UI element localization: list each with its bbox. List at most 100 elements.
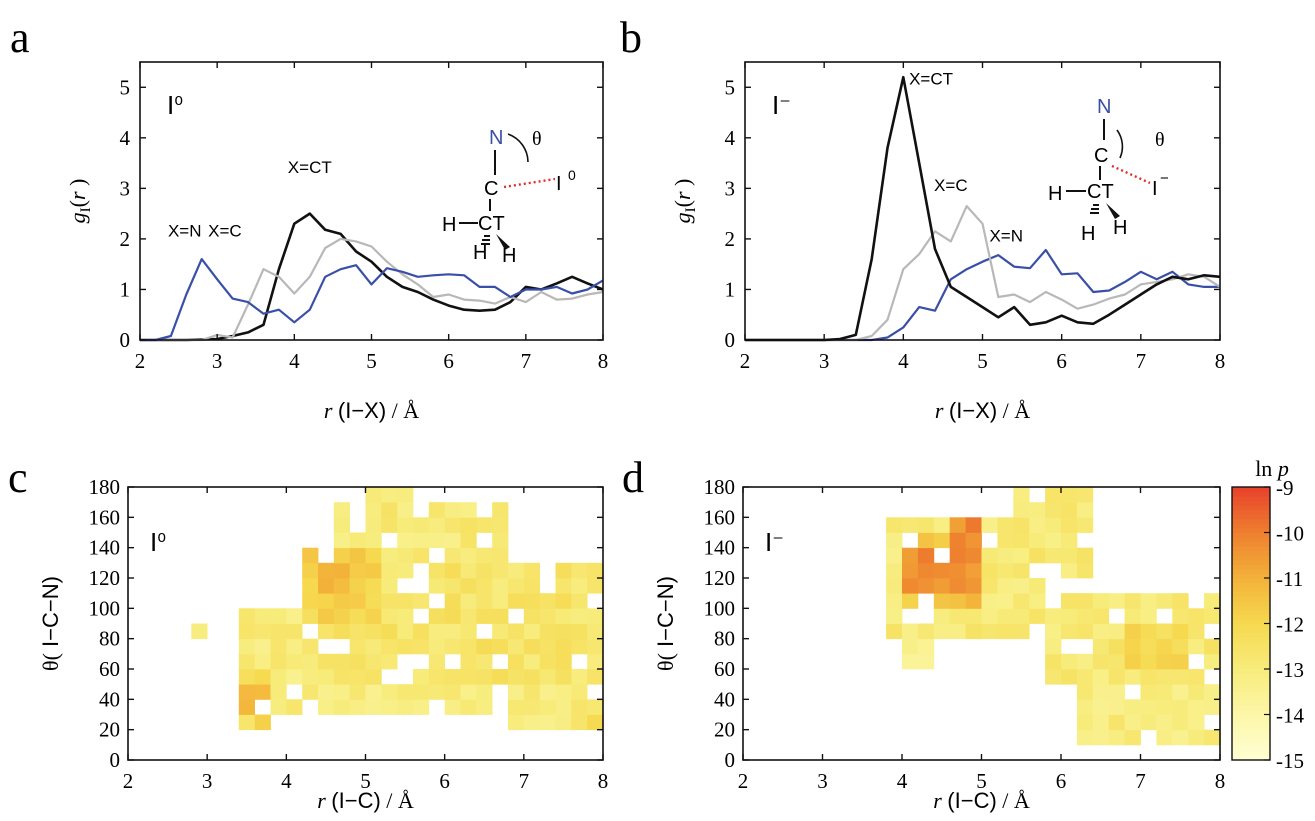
colorbar-segment <box>1232 541 1270 547</box>
heatmap-cell <box>1045 517 1062 533</box>
x-tick-label: 8 <box>598 349 609 373</box>
series-line-x-c <box>745 205 1221 342</box>
heatmap-cell <box>997 517 1014 533</box>
heatmap-cell <box>902 638 919 655</box>
heatmap-cell <box>270 699 287 715</box>
heatmap-cell <box>1045 638 1062 655</box>
y-tick-label: 0 <box>725 328 736 352</box>
heatmap-cell <box>571 714 588 731</box>
heatmap-cell <box>397 532 414 549</box>
heatmap-cell <box>555 714 572 731</box>
heatmap-cell <box>444 578 461 594</box>
heatmap-cell <box>444 638 461 655</box>
heatmap-cell <box>508 684 525 700</box>
heatmap-cell <box>333 623 350 640</box>
colorbar-segment <box>1232 655 1270 661</box>
colorbar-tick-label: -13 <box>1276 658 1304 682</box>
heatmap-cell <box>539 653 556 670</box>
heatmap-cell <box>1076 547 1094 564</box>
x-axis-label: r (I−C) / Å <box>933 788 1030 813</box>
heatmap-cell <box>949 593 966 609</box>
heatmap-cell <box>302 593 319 609</box>
heatmap-cell <box>349 608 366 624</box>
heatmap-cell <box>444 517 461 533</box>
heatmap-cell <box>1156 593 1173 609</box>
series-line-x-n <box>745 248 1220 342</box>
colorbar-segment <box>1232 755 1270 761</box>
heatmap-cell <box>238 669 255 685</box>
heatmap-cell <box>1156 638 1173 655</box>
heatmap-cell <box>1156 653 1173 670</box>
heatmap-cell <box>365 593 382 609</box>
heatmap-cell <box>1029 547 1046 564</box>
heatmap-cell <box>1061 562 1078 579</box>
heatmap-cell <box>1124 593 1141 609</box>
heatmap-cell <box>476 517 493 533</box>
heatmap-cell <box>1140 653 1157 670</box>
colorbar-segment <box>1232 546 1270 552</box>
heatmap-cell <box>1061 653 1078 670</box>
heatmap-cell <box>428 623 445 640</box>
y-axis-label: gI(r ) <box>670 179 699 224</box>
heatmap-cell <box>997 578 1014 594</box>
plot-frame <box>744 61 1221 341</box>
heatmap-cell <box>365 608 382 624</box>
heatmap-cell <box>238 608 255 624</box>
heatmap-cell <box>1140 623 1157 640</box>
heatmap-cell <box>286 623 303 640</box>
x-tick-label: 7 <box>1135 769 1146 793</box>
heatmap-cell <box>476 699 493 715</box>
series-line-x-n <box>140 258 604 342</box>
colorbar-segment <box>1232 750 1270 756</box>
heatmap-cell <box>587 638 604 655</box>
heatmap-cell <box>1124 638 1141 655</box>
heatmap-cell <box>917 653 935 670</box>
heatmap-cell <box>397 547 414 564</box>
heatmap-cell <box>587 699 604 715</box>
x-tick-label: 5 <box>360 769 371 793</box>
heatmap-cell <box>508 699 525 715</box>
heatmap-cell <box>965 547 982 564</box>
heatmap-cell <box>1029 593 1046 609</box>
heatmap-cell <box>349 578 366 594</box>
colorbar-segment <box>1232 691 1270 697</box>
heatmap-cell <box>333 608 350 624</box>
heatmap-cell <box>254 623 271 640</box>
heatmap-cell <box>349 669 366 685</box>
heatmap-cell <box>444 532 461 549</box>
y-tick-label: 3 <box>120 176 131 200</box>
heatmap-cell <box>917 638 935 655</box>
y-axis-label: θ( I−C−N) <box>653 576 678 671</box>
x-tick-label: 2 <box>740 349 751 373</box>
heatmap-cell <box>997 608 1014 624</box>
y-tick-label: 160 <box>704 505 736 529</box>
heatmap-cell <box>1172 623 1189 640</box>
heatmap-cell <box>1045 502 1062 518</box>
heatmap-cell <box>333 562 350 579</box>
colorbar-segment <box>1232 605 1270 611</box>
heatmap-cell <box>508 623 525 640</box>
heatmap-cell <box>365 547 382 564</box>
y-tick-label: 120 <box>89 566 121 590</box>
heatmap-cell <box>444 562 461 579</box>
colorbar-segment <box>1232 696 1270 702</box>
heatmap-cell <box>555 653 572 670</box>
y-tick-label: 3 <box>725 176 736 200</box>
y-tick-label: 1 <box>725 277 736 301</box>
y-tick-label: 100 <box>704 596 736 620</box>
heatmap-cell <box>413 593 430 609</box>
heatmap-cell <box>886 547 903 564</box>
heatmap-cell <box>1108 638 1125 655</box>
heatmap-cell <box>381 502 398 518</box>
heatmap-cell <box>444 699 461 715</box>
heatmap-cell <box>413 684 430 700</box>
series-annotation: X=N <box>989 226 1023 245</box>
heatmap-cell <box>902 562 919 579</box>
heatmap-cell <box>492 562 509 579</box>
heatmap-cell <box>1188 623 1205 640</box>
heatmap-cell <box>1013 623 1030 640</box>
colorbar-segment <box>1232 591 1270 597</box>
y-tick-label: 20 <box>99 718 120 742</box>
heatmap-cell <box>1045 669 1062 685</box>
colorbar-segment <box>1232 737 1270 743</box>
